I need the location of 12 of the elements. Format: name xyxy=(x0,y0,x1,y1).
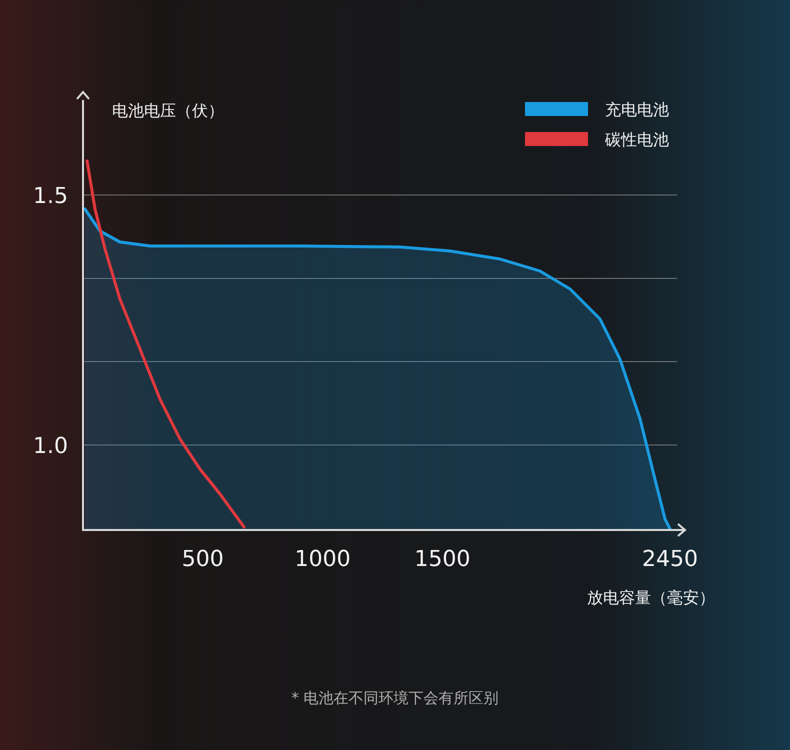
y-tick-label: 1.5 xyxy=(33,184,68,209)
line-series xyxy=(86,160,246,528)
y-axis-title: 电池电压（伏） xyxy=(112,101,224,120)
x-axis-title: 放电容量（毫安） xyxy=(587,588,715,607)
legend-label: 充电电池 xyxy=(605,100,669,119)
x-tick-label: 2450 xyxy=(642,547,698,572)
text: * 电池在不同环境下会有所区别 xyxy=(291,689,499,707)
x-tick-label: 1500 xyxy=(414,547,470,572)
x-tick-label: 500 xyxy=(182,547,224,572)
x-tick-label: 1000 xyxy=(294,547,351,572)
y-tick-label: 1.0 xyxy=(33,434,68,459)
legend-label: 碳性电池 xyxy=(604,130,669,149)
